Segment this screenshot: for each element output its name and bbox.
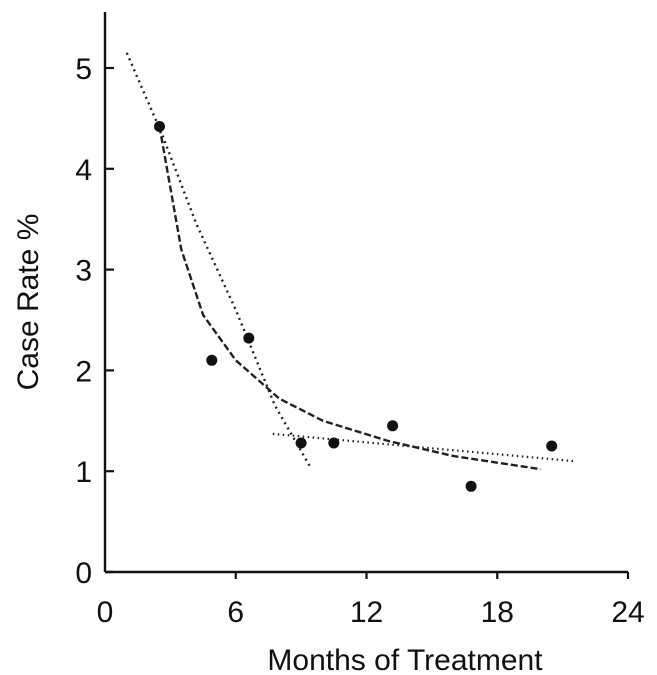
x-tick-label: 18: [481, 596, 514, 629]
y-ticks: 0 1 2 3 4 5: [75, 53, 114, 590]
y-tick-label: 1: [75, 456, 92, 489]
x-tick-label: 24: [611, 596, 644, 629]
y-tick-label: 4: [75, 154, 92, 187]
x-ticks: 0 6 12 18 24: [97, 572, 645, 629]
trend-line-fine: [272, 432, 574, 463]
y-tick-label: 5: [75, 53, 92, 86]
data-points: [154, 121, 558, 492]
data-point: [387, 420, 399, 432]
x-axis-title: Months of Treatment: [267, 644, 543, 675]
trend-lines: [125, 52, 574, 471]
trend-line-dotted: [125, 52, 311, 467]
axes: [103, 12, 628, 574]
data-point: [465, 480, 477, 492]
data-point: [243, 332, 255, 344]
y-tick-label: 2: [75, 355, 92, 388]
data-point: [328, 437, 340, 449]
y-tick-label: 0: [75, 557, 92, 590]
trend-line-dashed: [158, 126, 541, 471]
y-tick-label: 3: [75, 255, 92, 288]
x-tick-label: 0: [97, 596, 114, 629]
data-point: [154, 121, 165, 132]
data-point: [295, 437, 307, 449]
y-axis-title: Case Rate %: [12, 214, 45, 391]
data-point: [206, 354, 218, 366]
x-tick-label: 6: [227, 596, 244, 629]
x-tick-label: 12: [350, 596, 383, 629]
data-point: [546, 440, 558, 452]
